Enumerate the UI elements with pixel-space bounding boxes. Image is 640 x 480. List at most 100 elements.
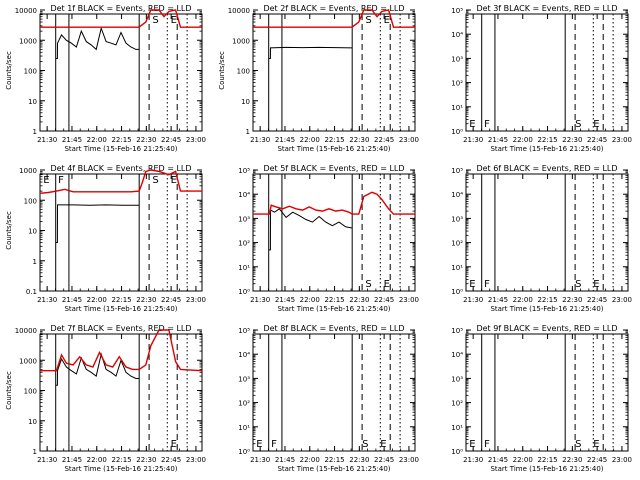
y-tick-label: 1 — [33, 258, 37, 266]
x-tick-label: 21:45 — [62, 296, 82, 304]
x-tick-label: 21:30 — [250, 296, 270, 304]
lld-series-line — [40, 9, 202, 28]
event-marker-label: F — [58, 175, 64, 186]
x-axis-label: Start Time (15-Feb-16 21:25:40) — [64, 305, 177, 313]
lld-series-line — [253, 9, 415, 28]
x-tick-label: 23:00 — [186, 456, 206, 464]
y-tick-label: 10¹ — [451, 104, 463, 112]
x-tick-label: 22:30 — [562, 136, 582, 144]
event-marker-label: S — [575, 439, 581, 450]
y-tick-label: 10⁴ — [451, 191, 463, 199]
lld-series-line — [40, 329, 203, 372]
y-tick-label: 10³ — [238, 375, 250, 383]
plot-frame — [39, 333, 203, 452]
y-tick-label: 1000 — [19, 167, 37, 175]
y-tick-label: 10⁰ — [238, 448, 250, 456]
x-axis-label: Start Time (15-Feb-16 21:25:40) — [277, 305, 390, 313]
y-axis-label: Counts/sec — [218, 51, 226, 90]
plot-title: Det 9f BLACK = Events, RED = LLD — [476, 324, 617, 333]
x-axis-label: Start Time (15-Feb-16 21:25:40) — [277, 465, 390, 473]
x-tick-label: 22:45 — [161, 296, 181, 304]
y-tick-label: 10 — [28, 418, 37, 426]
plot-title: Det 2f BLACK = Events, RED = LLD — [263, 4, 404, 13]
y-tick-label: 10¹ — [451, 424, 463, 432]
event-marker-label: S — [365, 279, 371, 290]
x-tick-label: 22:45 — [587, 456, 607, 464]
x-tick-label: 22:45 — [374, 456, 394, 464]
events-series-line — [268, 208, 353, 251]
y-tick-label: 10⁴ — [451, 31, 463, 39]
lld-series-line — [39, 169, 202, 194]
x-axis-label: Start Time (15-Feb-16 21:25:40) — [490, 465, 603, 473]
x-tick-label: 22:30 — [562, 296, 582, 304]
plot-title: Det 8f BLACK = Events, RED = LLD — [263, 324, 404, 333]
plot-frame — [252, 173, 416, 292]
event-marker-label: E — [469, 439, 475, 450]
x-tick-label: 21:30 — [463, 296, 483, 304]
detector-plot-5: Det 5f BLACK = Events, RED = LLD 10⁰ 10¹ 10… — [238, 164, 419, 313]
y-tick-label: 1 — [246, 128, 250, 136]
y-tick-label: 1 — [33, 448, 37, 456]
x-tick-label: 22:15 — [324, 456, 344, 464]
plot-frame — [252, 13, 416, 132]
x-tick-label: 22:00 — [513, 136, 533, 144]
detector-plot-1: Det 1f BLACK = Events, RED = LLD 1 10 100 10… — [5, 4, 206, 153]
x-tick-label: 21:45 — [275, 296, 295, 304]
x-axis-label: Start Time (15-Feb-16 21:25:40) — [277, 145, 390, 153]
plot-title: Det 5f BLACK = Events, RED = LLD — [263, 164, 404, 173]
y-tick-label: 10⁵ — [238, 327, 250, 335]
x-tick-label: 22:00 — [300, 456, 320, 464]
detector-plot-4: Det 4f BLACK = Events, RED = LLD 0.1 1 10 10… — [5, 164, 206, 313]
x-tick-label: 23:00 — [612, 296, 632, 304]
x-tick-label: 22:15 — [324, 136, 344, 144]
event-marker-label: E — [171, 175, 177, 186]
y-tick-label: 1000 — [19, 357, 37, 365]
event-marker-label: E — [384, 279, 390, 290]
event-marker-label: S — [152, 175, 158, 186]
x-tick-label: 21:30 — [250, 136, 270, 144]
x-tick-label: 21:45 — [488, 456, 508, 464]
y-tick-label: 10³ — [451, 55, 463, 63]
x-tick-label: 22:30 — [349, 296, 369, 304]
plot-frame — [465, 333, 629, 452]
x-tick-label: 22:00 — [87, 136, 107, 144]
event-marker-label: S — [575, 119, 581, 130]
event-marker-label: E — [384, 15, 390, 26]
event-marker-label: E — [171, 15, 177, 26]
event-marker-label: E — [43, 175, 49, 186]
plot-title: Det 7f BLACK = Events, RED = LLD — [50, 324, 191, 333]
event-marker-label: E — [256, 439, 262, 450]
y-tick-label: 10 — [241, 98, 250, 106]
y-tick-label: 10⁰ — [238, 288, 250, 296]
event-marker-label: E — [171, 439, 177, 450]
detector-plot-7: Det 7f BLACK = Events, RED = LLD 1 10 100 10… — [5, 324, 206, 473]
y-tick-label: 10³ — [451, 215, 463, 223]
plot-title: Det 3f BLACK = Events, RED = LLD — [476, 4, 617, 13]
y-tick-label: 10⁵ — [451, 327, 463, 335]
x-tick-label: 21:45 — [488, 296, 508, 304]
y-axis-label: Counts/sec — [5, 211, 13, 250]
y-tick-label: 1000 — [232, 37, 250, 45]
y-tick-label: 0.1 — [26, 288, 37, 296]
y-tick-label: 10 — [28, 98, 37, 106]
x-tick-label: 21:45 — [488, 136, 508, 144]
detector-plot-6: Det 6f BLACK = Events, RED = LLD 10⁰ 10¹ 10… — [451, 164, 632, 313]
x-tick-label: 22:30 — [136, 456, 156, 464]
y-tick-label: 10⁰ — [451, 128, 463, 136]
x-tick-label: 22:30 — [349, 456, 369, 464]
x-tick-label: 21:45 — [62, 136, 82, 144]
x-axis-label: Start Time (15-Feb-16 21:25:40) — [490, 305, 603, 313]
x-tick-label: 21:30 — [463, 456, 483, 464]
event-marker-label: S — [365, 15, 371, 26]
event-marker-label: E — [593, 439, 599, 450]
x-tick-label: 22:15 — [111, 136, 131, 144]
detector-plot-2: Det 2f BLACK = Events, RED = LLD 1 10 100 10… — [218, 4, 419, 153]
plot-title: Det 4f BLACK = Events, RED = LLD — [50, 164, 191, 173]
x-tick-label: 22:45 — [587, 296, 607, 304]
x-axis-label: Start Time (15-Feb-16 21:25:40) — [490, 145, 603, 153]
x-tick-label: 23:00 — [399, 296, 419, 304]
detector-plot-8: Det 8f BLACK = Events, RED = LLD 10⁰ 10¹ 10… — [238, 324, 419, 473]
y-tick-label: 10³ — [451, 375, 463, 383]
events-series-line — [55, 352, 140, 386]
